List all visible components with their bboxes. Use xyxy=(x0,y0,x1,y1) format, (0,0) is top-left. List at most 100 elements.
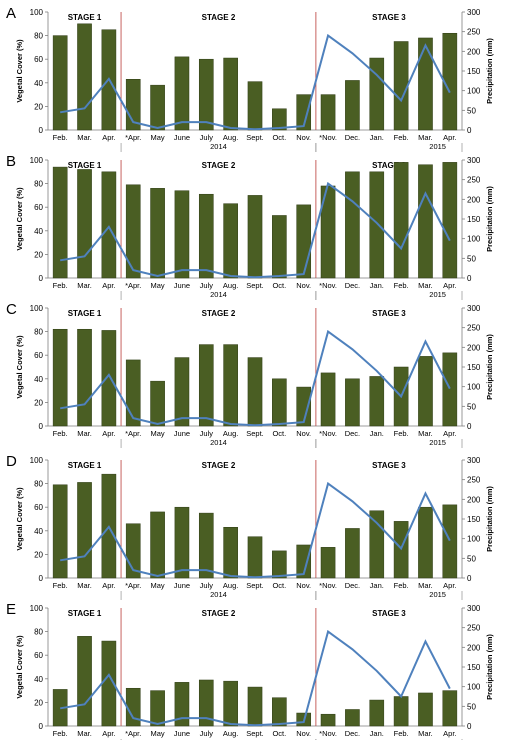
y2-tick-label: 300 xyxy=(467,456,481,465)
cover-bar xyxy=(272,697,287,727)
cover-bar xyxy=(150,188,165,279)
x-tick-label: Mar. xyxy=(418,729,433,738)
chart-panel-d: D 0 20 40 60 80 100 0 50 100 150 200 250 300 Vegetal C… xyxy=(6,453,494,600)
cover-bar xyxy=(345,378,360,427)
y-tick-label: 60 xyxy=(34,203,43,212)
x-tick-label: *Apr. xyxy=(125,429,141,438)
x-tick-label: Mar. xyxy=(77,133,92,142)
year-label: 2014 xyxy=(210,590,227,599)
y2-tick-label: 0 xyxy=(467,722,472,731)
cover-bar xyxy=(52,35,68,131)
y-axis-title: Vegetal Cover (%) xyxy=(15,335,24,399)
y-tick-label: 0 xyxy=(39,126,44,135)
stage-label: STAGE 2 xyxy=(202,309,236,318)
x-tick-label: Aug. xyxy=(223,581,238,590)
x-tick-label: Mar. xyxy=(77,429,92,438)
x-tick-label: May xyxy=(151,429,165,438)
y2-tick-label: 100 xyxy=(467,683,481,692)
y2-tick-label: 50 xyxy=(467,702,476,711)
cover-bar xyxy=(223,680,238,727)
x-tick-label: Jan. xyxy=(370,581,384,590)
cover-bar xyxy=(174,506,190,579)
y2-tick-label: 150 xyxy=(467,215,481,224)
y2-tick-label: 200 xyxy=(467,47,481,56)
x-tick-label: Apr. xyxy=(443,133,456,142)
cover-bar xyxy=(369,376,385,427)
x-tick-label: Jan. xyxy=(370,133,384,142)
y2-tick-label: 250 xyxy=(467,624,481,633)
x-tick-label: *Nov. xyxy=(319,729,337,738)
x-tick-label: Feb. xyxy=(394,281,409,290)
x-tick-label: *Apr. xyxy=(125,281,141,290)
x-tick-label: June xyxy=(174,133,190,142)
y2-tick-label: 300 xyxy=(467,604,481,613)
x-tick-label: May xyxy=(151,133,165,142)
y2-tick-label: 250 xyxy=(467,28,481,37)
stage-label: STAGE 2 xyxy=(202,609,236,618)
x-tick-label: Mar. xyxy=(418,581,433,590)
year-label: 2015 xyxy=(429,290,446,299)
cover-bar xyxy=(247,357,263,427)
x-tick-label: Dec. xyxy=(345,133,360,142)
y-tick-label: 40 xyxy=(34,375,43,384)
panel-label: B xyxy=(6,153,16,170)
x-tick-label: Sept. xyxy=(246,133,264,142)
x-tick-label: June xyxy=(174,281,190,290)
y2-tick-label: 200 xyxy=(467,343,481,352)
cover-bar xyxy=(150,511,165,579)
precipitation-line xyxy=(60,329,451,427)
stage-label: STAGE 3 xyxy=(372,161,406,170)
x-tick-label: July xyxy=(200,729,214,738)
y2-tick-label: 200 xyxy=(467,495,481,504)
cover-bar xyxy=(418,164,433,279)
y2-tick-label: 50 xyxy=(467,254,476,263)
chart-panel-e: E 0 20 40 60 80 100 0 50 100 150 200 250 300 Vegetal C… xyxy=(6,601,494,740)
cover-bar xyxy=(174,190,190,279)
x-tick-label: Mar. xyxy=(418,133,433,142)
cover-bar xyxy=(345,80,360,131)
cover-bar xyxy=(442,352,458,427)
cover-bar xyxy=(272,215,287,279)
cover-bar xyxy=(369,57,385,131)
year-label: 2015 xyxy=(429,738,446,740)
stage-label: STAGE 1 xyxy=(68,609,102,618)
y2-tick-label: 0 xyxy=(467,574,472,583)
x-tick-label: July xyxy=(200,581,214,590)
cover-bar xyxy=(77,23,92,131)
year-label: 2015 xyxy=(429,142,446,151)
x-tick-label: May xyxy=(151,729,165,738)
y2-axis-title: Precipitation (mm) xyxy=(485,186,494,252)
x-tick-label: Feb. xyxy=(53,429,68,438)
precipitation-line xyxy=(60,481,451,579)
y-tick-label: 100 xyxy=(30,8,44,17)
x-tick-label: *Nov. xyxy=(319,429,337,438)
year-label: 2014 xyxy=(210,438,227,447)
cover-bar xyxy=(223,203,238,279)
x-tick-label: Apr. xyxy=(443,581,456,590)
y2-tick-label: 50 xyxy=(467,402,476,411)
cover-bar xyxy=(345,528,360,579)
y-tick-label: 100 xyxy=(30,304,44,313)
y2-axis-title: Precipitation (mm) xyxy=(485,334,494,400)
stage-label: STAGE 1 xyxy=(68,461,102,470)
x-tick-label: Nov. xyxy=(296,729,311,738)
x-tick-label: Dec. xyxy=(345,729,360,738)
stage-label: STAGE 2 xyxy=(202,13,236,22)
x-tick-label: Nov. xyxy=(296,429,311,438)
y-axis-title: Vegetal Cover (%) xyxy=(15,487,24,551)
year-label: 2015 xyxy=(429,590,446,599)
cover-bar xyxy=(77,482,92,579)
x-tick-label: Aug. xyxy=(223,281,238,290)
cover-bar xyxy=(320,372,336,427)
year-bracket xyxy=(315,143,463,152)
cover-bar xyxy=(320,94,336,131)
cover-bar xyxy=(272,378,287,427)
cover-bar xyxy=(418,356,433,427)
cover-bar xyxy=(296,544,312,579)
cover-bar xyxy=(296,94,312,131)
y2-tick-label: 0 xyxy=(467,422,472,431)
y-tick-label: 80 xyxy=(34,180,43,189)
cover-bar xyxy=(442,504,458,579)
x-tick-label: July xyxy=(200,281,214,290)
